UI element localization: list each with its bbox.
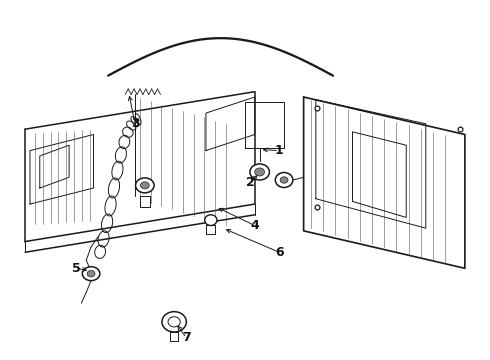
Ellipse shape bbox=[250, 164, 270, 180]
Ellipse shape bbox=[87, 270, 95, 277]
Ellipse shape bbox=[82, 267, 100, 281]
Text: 2: 2 bbox=[245, 176, 254, 189]
Ellipse shape bbox=[275, 172, 293, 188]
Ellipse shape bbox=[162, 312, 186, 332]
Ellipse shape bbox=[280, 177, 288, 183]
Ellipse shape bbox=[141, 182, 149, 189]
Ellipse shape bbox=[168, 317, 180, 327]
Text: 3: 3 bbox=[131, 117, 139, 130]
Text: 1: 1 bbox=[275, 144, 284, 157]
Text: 5: 5 bbox=[72, 262, 81, 275]
Text: 7: 7 bbox=[182, 332, 191, 345]
Ellipse shape bbox=[205, 215, 217, 225]
Text: 6: 6 bbox=[275, 246, 284, 259]
Ellipse shape bbox=[255, 168, 265, 176]
Text: 4: 4 bbox=[250, 219, 259, 232]
Ellipse shape bbox=[136, 178, 154, 193]
